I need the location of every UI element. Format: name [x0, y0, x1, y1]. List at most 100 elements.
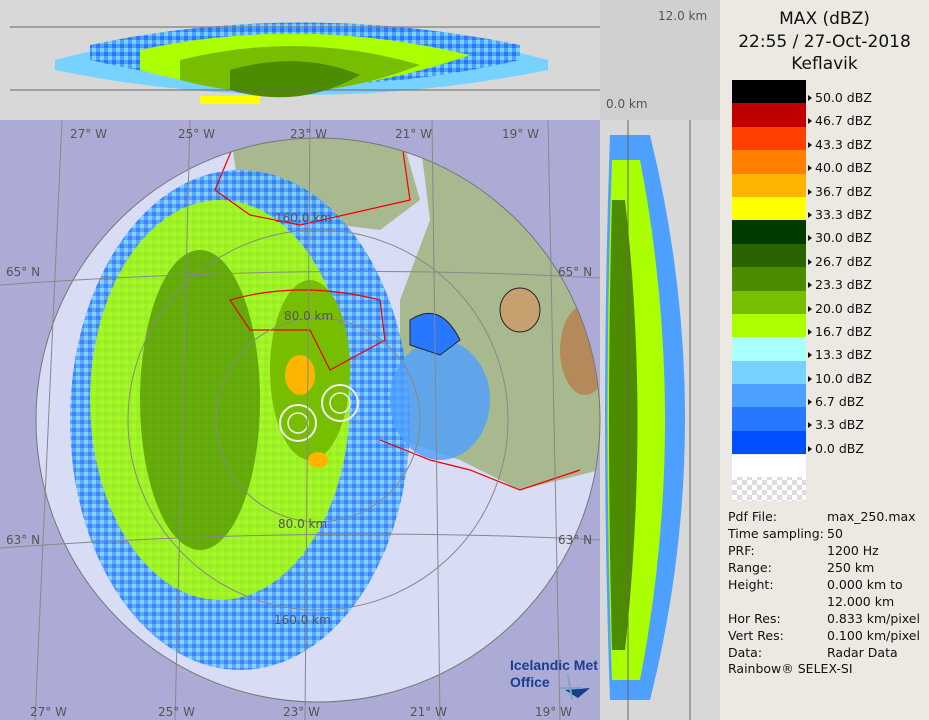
legend-entry: 13.3 dBZ — [732, 337, 929, 362]
color-legend: 50.0 dBZ 46.7 dBZ 43.3 dBZ 40.0 dBZ 36.7 dBZ… — [732, 80, 929, 456]
lon-label: 19° W — [502, 127, 539, 141]
legend-swatch — [732, 267, 806, 291]
legend-label: 46.7 dBZ — [808, 113, 872, 128]
info-key — [728, 593, 827, 610]
lat-label: 63° N — [6, 533, 40, 547]
info-row: PRF: 1200 Hz — [728, 542, 920, 559]
graticule — [0, 119, 601, 720]
legend-label: 26.7 dBZ — [808, 254, 872, 269]
legend-swatch — [732, 196, 806, 221]
legend-swatch — [732, 103, 806, 127]
legend-swatch — [732, 150, 806, 174]
legend-swatch — [732, 80, 806, 104]
info-key: Hor Res: — [728, 611, 781, 626]
info-value: 0.100 km/pixel — [827, 628, 920, 643]
info-key: Vert Res: — [728, 628, 784, 643]
legend-swatch — [732, 384, 806, 408]
legend-label: 0.0 dBZ — [808, 441, 864, 456]
lon-label: 27° W — [70, 127, 107, 141]
legend-entry: 46.7 dBZ — [732, 103, 929, 128]
lon-label: 23° W — [290, 127, 327, 141]
legend-swatch — [732, 360, 806, 385]
info-row: Vert Res: 0.100 km/pixel — [728, 627, 920, 644]
imo-logo: Icelandic Met Office — [510, 657, 598, 701]
info-key: Height: — [728, 577, 774, 592]
legend-nodata-swatch — [732, 455, 806, 501]
legend-label: 16.7 dBZ — [808, 324, 872, 339]
legend-label: 6.7 dBZ — [808, 394, 864, 409]
legend-label: 50.0 dBZ — [808, 90, 872, 105]
range-rings — [35, 137, 601, 703]
lon-label: 23° W — [283, 705, 320, 719]
svg-text:Icelandic Met: Icelandic Met — [510, 657, 598, 673]
legend-entry: 20.0 dBZ — [732, 290, 929, 316]
info-key: Data: — [728, 645, 763, 660]
info-value: 0.833 km/pixel — [827, 611, 920, 626]
legend-swatch — [732, 290, 806, 314]
legend-swatch — [732, 430, 806, 455]
legend-entry: 50.0 dBZ — [732, 80, 929, 105]
legend-entry: 23.3 dBZ — [732, 267, 929, 292]
legend-entry: 33.3 dBZ — [732, 196, 929, 222]
lon-label: 19° W — [535, 705, 572, 719]
info-panel: MAX (dBZ) 22:55 / 27-Oct-2018 Keflavik 5… — [720, 0, 929, 720]
legend-label: 33.3 dBZ — [808, 207, 872, 222]
legend-swatch — [732, 407, 806, 431]
product-title: MAX (dBZ) — [779, 9, 870, 29]
info-value: 0.000 km to — [827, 577, 903, 592]
lat-label: 65° N — [558, 265, 592, 279]
info-key: Pdf File: — [728, 509, 777, 524]
legend-label: 3.3 dBZ — [808, 417, 864, 432]
legend-swatch — [732, 243, 806, 268]
lat-label: 63° N — [558, 533, 592, 547]
legend-entry: 43.3 dBZ — [732, 126, 929, 152]
product-info: Pdf File: max_250.max Time sampling: 50 PRF:… — [728, 508, 920, 661]
info-row: Range: 250 km — [728, 559, 920, 576]
legend-label: 13.3 dBZ — [808, 347, 872, 362]
legend-entry: 40.0 dBZ — [732, 150, 929, 175]
info-value: Radar Data — [827, 645, 898, 660]
legend-label: 10.0 dBZ — [808, 371, 872, 386]
lon-label: 21° W — [395, 127, 432, 141]
info-value: max_250.max — [827, 509, 916, 524]
legend-label: 36.7 dBZ — [808, 184, 872, 199]
legend-label: 30.0 dBZ — [808, 230, 872, 245]
info-key: Time sampling: — [728, 526, 824, 541]
info-value: 12.000 km — [827, 594, 895, 609]
right-profile — [605, 120, 691, 720]
range-label: 80.0 km — [278, 517, 327, 531]
legend-entry: 6.7 dBZ — [732, 384, 929, 409]
legend-swatch — [732, 220, 806, 244]
legend-label: 43.3 dBZ — [808, 137, 872, 152]
info-key: Range: — [728, 560, 772, 575]
legend-entry: 3.3 dBZ — [732, 407, 929, 432]
legend-label: 20.0 dBZ — [808, 301, 872, 316]
range-label: 80.0 km — [284, 309, 333, 323]
radar-map[interactable]: 12.0 km 0.0 km 27° W 25° W 23° W 21° W 1… — [0, 0, 720, 720]
datetime: 22:55 / 27-Oct-2018 — [738, 32, 911, 52]
info-row: Height: 0.000 km to — [728, 576, 920, 593]
station-name: Keflavik — [791, 54, 858, 74]
legend-entry: 26.7 dBZ — [732, 243, 929, 269]
height-top-label: 12.0 km — [658, 9, 707, 23]
info-value: 1200 Hz — [827, 543, 879, 558]
legend-entry: 36.7 dBZ — [732, 173, 929, 199]
info-row: 12.000 km — [728, 593, 920, 610]
legend-entry: 16.7 dBZ — [732, 313, 929, 339]
top-profile — [10, 22, 600, 104]
legend-entry: 0.0 dBZ — [732, 430, 929, 456]
info-row: Pdf File: max_250.max — [728, 508, 920, 525]
lat-label: 65° N — [6, 265, 40, 279]
lon-label: 27° W — [30, 705, 67, 719]
range-label: 160.0 km — [274, 613, 331, 627]
info-row: Data: Radar Data — [728, 644, 920, 661]
lon-label: 25° W — [178, 127, 215, 141]
lon-label: 21° W — [410, 705, 447, 719]
legend-swatch — [732, 313, 806, 338]
info-row: Hor Res: 0.833 km/pixel — [728, 610, 920, 627]
info-key: PRF: — [728, 543, 755, 558]
legend-entry: 10.0 dBZ — [732, 360, 929, 386]
svg-text:Office: Office — [510, 674, 550, 690]
footer-credit: Rainbow® SELEX-SI — [728, 661, 853, 676]
legend-label: 40.0 dBZ — [808, 160, 872, 175]
